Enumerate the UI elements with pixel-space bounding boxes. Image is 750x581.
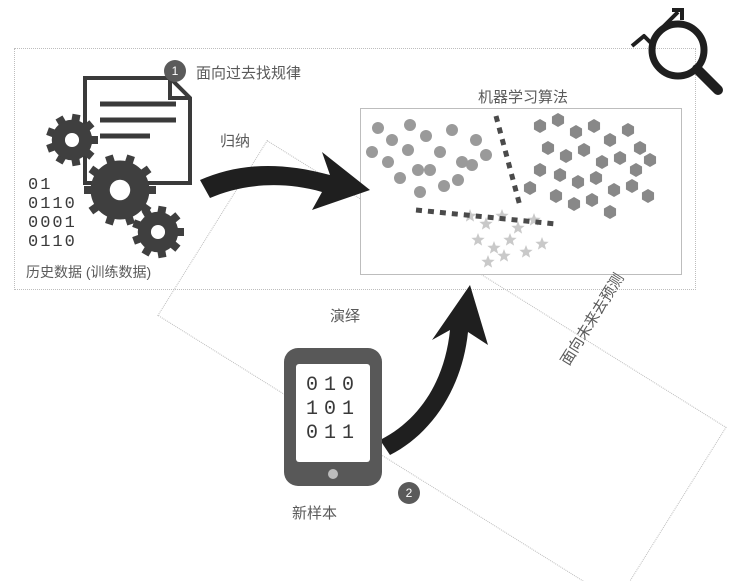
history-binary-text: 01011000010110: [28, 176, 77, 252]
badge-2: 2: [398, 482, 420, 504]
tablet-home-button: [328, 469, 338, 479]
label-new-sample: 新样本: [292, 502, 337, 523]
analysis-icon: [632, 10, 718, 90]
cluster-circles: [366, 119, 492, 198]
tablet-screen: 010101011: [296, 364, 370, 462]
induction-arrow: [200, 152, 370, 210]
cluster-hexagons: [524, 113, 656, 219]
label-history-data: 历史数据 (训练数据): [26, 262, 151, 282]
label-phase-1: 面向过去找规律: [196, 62, 301, 83]
tablet-icon: 010101011: [284, 348, 382, 486]
label-deduction: 演绎: [330, 305, 360, 326]
svg-layer: [0, 0, 750, 581]
badge-1: 1: [164, 60, 186, 82]
decision-boundary-1: [496, 116, 520, 206]
ml-process-diagram: { "canvas": { "w": 750, "h": 581 }, "col…: [0, 0, 750, 581]
label-ml-algorithm: 机器学习算法: [478, 86, 568, 107]
label-induction: 归纳: [220, 130, 250, 151]
deduction-arrow: [380, 285, 488, 455]
